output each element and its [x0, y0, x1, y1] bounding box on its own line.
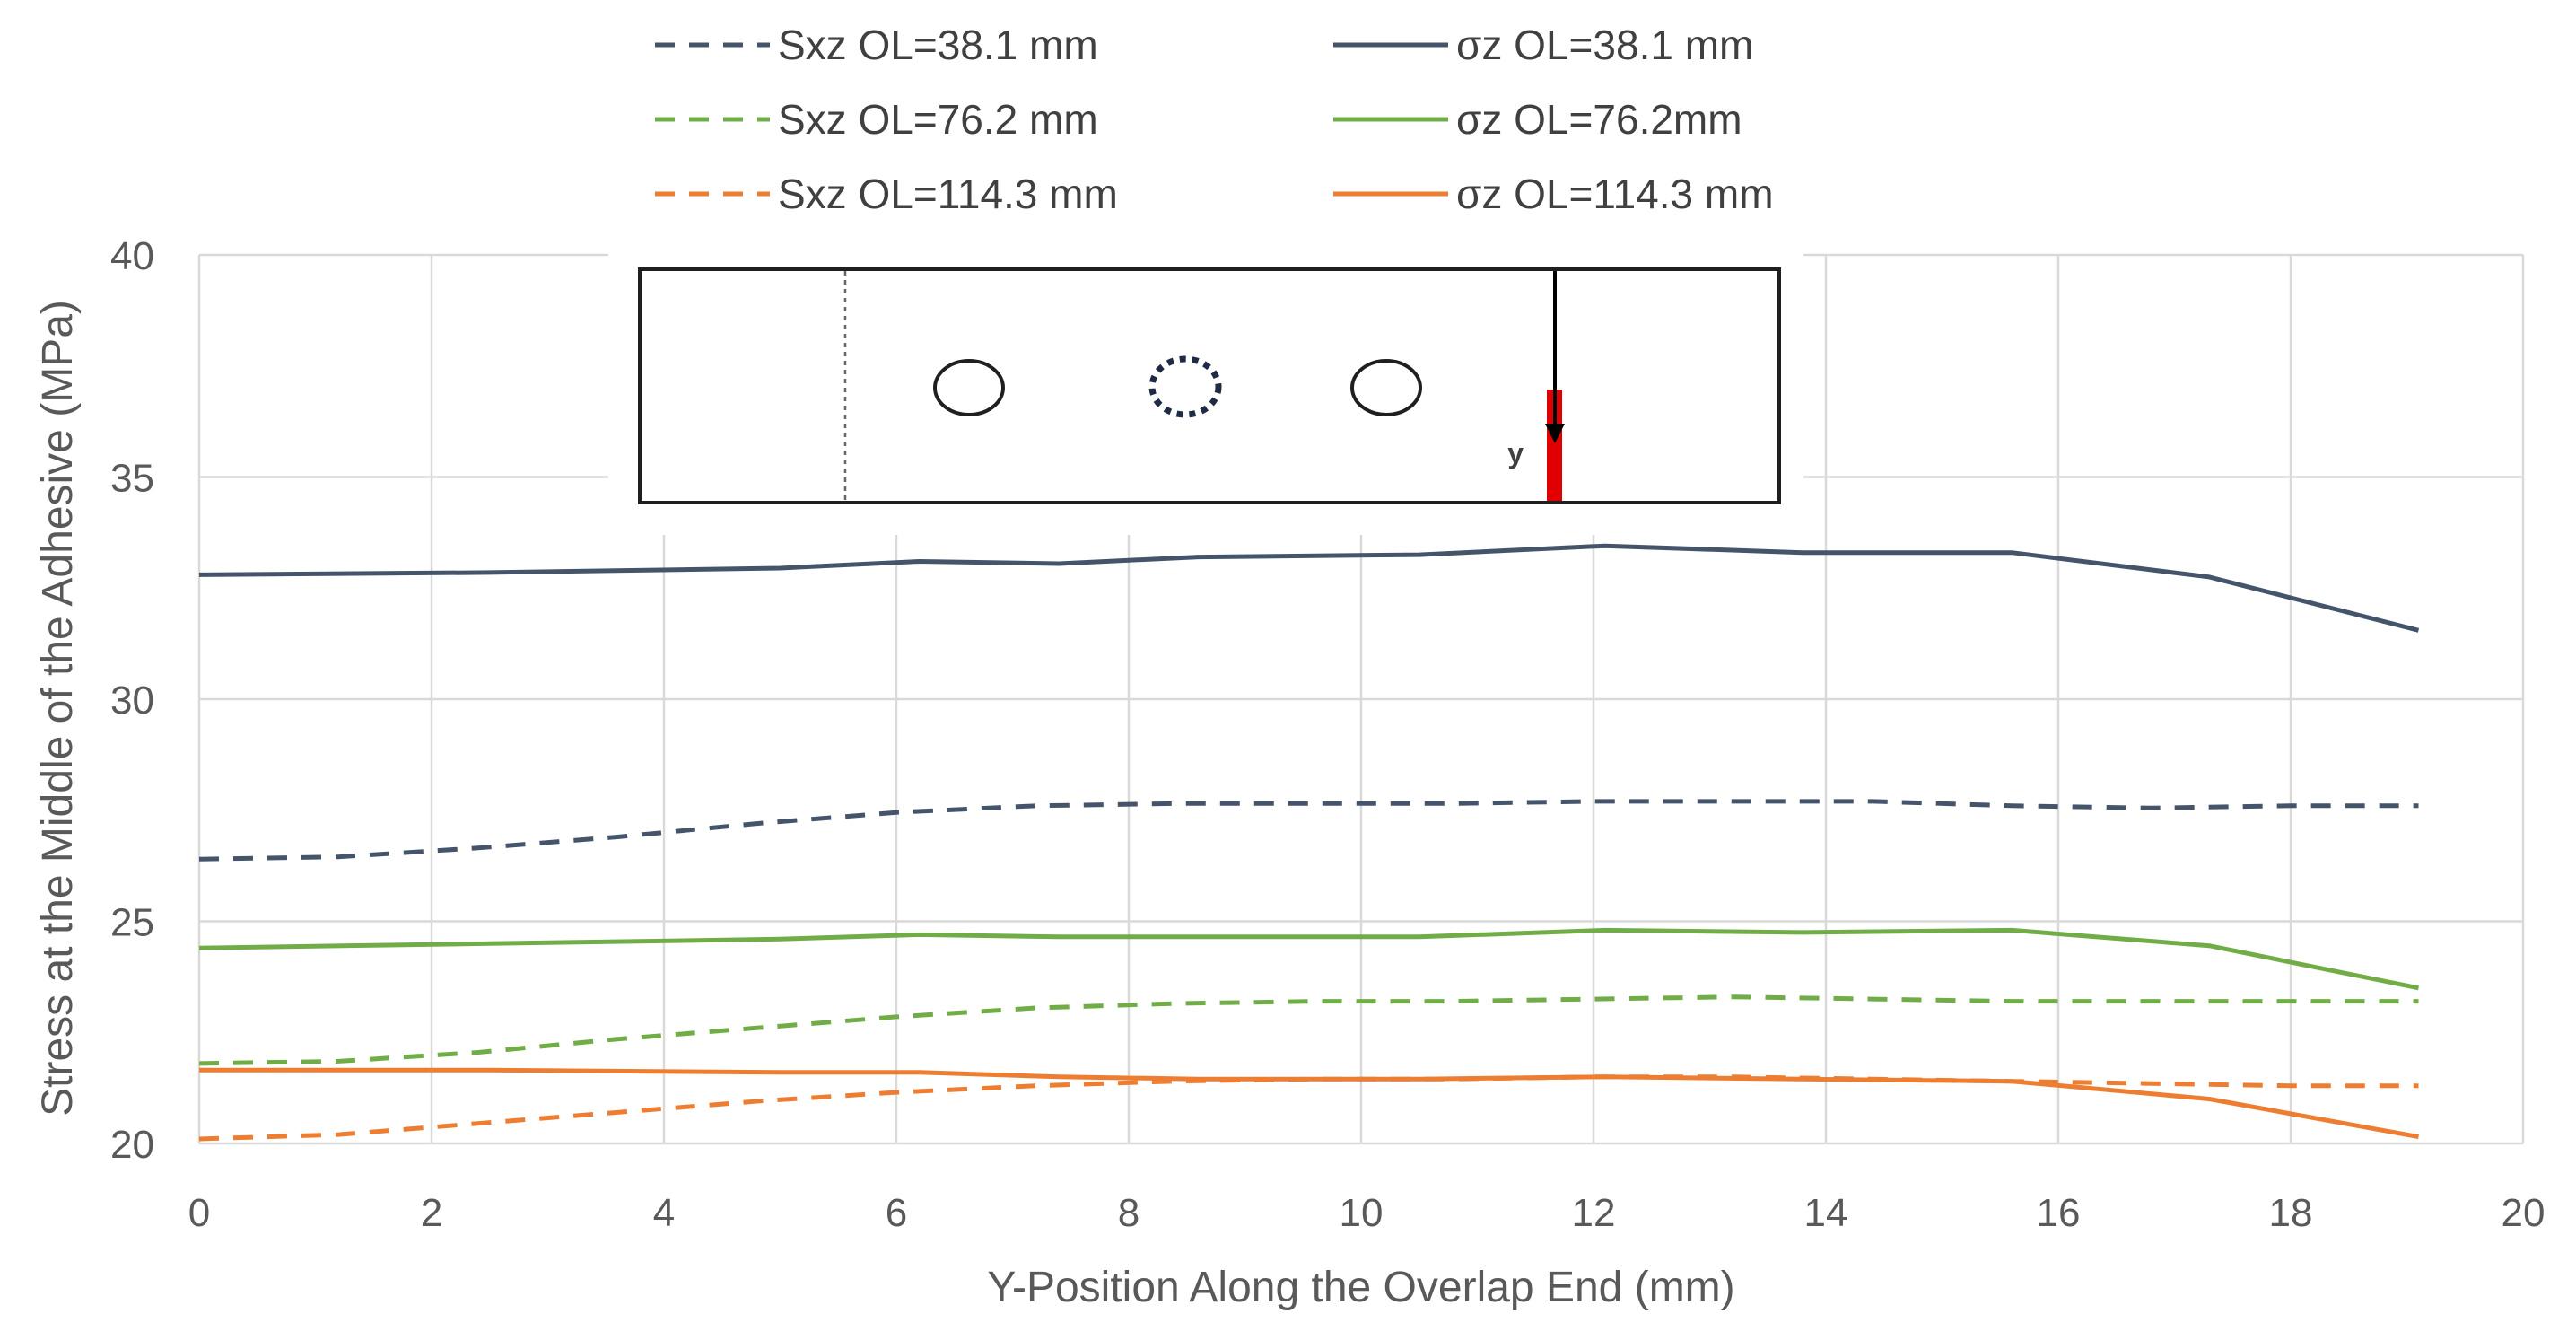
x-tick-label-0: 0: [188, 1191, 210, 1235]
x-tick-label-6: 12: [1572, 1191, 1616, 1235]
legend-label-4: Sxz OL=114.3 mm: [778, 171, 1118, 217]
tick-labels: 0 2 4 6 8 10 12 14 16 18 20 20 25 30 35 40: [110, 234, 2545, 1235]
inset-y-arrow-head: [1545, 424, 1565, 443]
inset-bolt-hole-right: [1350, 359, 1422, 416]
x-tick-label-3: 6: [886, 1191, 907, 1235]
x-tick-label-10: 20: [2502, 1191, 2545, 1235]
series-line-3: [198, 927, 2419, 991]
legend-label-5: σz OL=114.3 mm: [1456, 171, 1774, 217]
y-tick-label-0: 20: [110, 1123, 154, 1167]
y-tick-label-3: 35: [110, 457, 154, 501]
inset-joint-outline: [638, 267, 1781, 504]
x-tick-label-2: 4: [653, 1191, 675, 1235]
series-line-5: [199, 1067, 2419, 1140]
inset-y-axis-label: y: [1507, 437, 1524, 469]
legend-label-2: Sxz OL=76.2 mm: [778, 96, 1098, 143]
y-axis-title: Stress at the Middle of the Adhesive (MP…: [34, 300, 82, 1117]
x-tick-label-9: 18: [2269, 1191, 2313, 1235]
x-tick-label-5: 10: [1340, 1191, 1384, 1235]
series-line-1: [198, 543, 2420, 633]
series-line-2: [198, 994, 2419, 1066]
inset-diagram: y: [608, 253, 1803, 535]
y-tick-label-2: 30: [110, 679, 154, 723]
x-axis-title: Y-Position Along the Overlap End (mm): [987, 1264, 1734, 1311]
inset-background: [608, 253, 1803, 535]
x-tick-label-7: 14: [1804, 1191, 1848, 1235]
legend-label-0: Sxz OL=38.1 mm: [778, 22, 1098, 68]
legend: Sxz OL=38.1 mm σz OL=38.1 mm Sxz OL=76.2 m…: [655, 22, 1774, 217]
inset-bolt-hole-left: [933, 359, 1005, 416]
y-tick-label-4: 40: [110, 234, 154, 278]
legend-label-1: σz OL=38.1 mm: [1456, 22, 1753, 68]
series-line-0: [198, 799, 2419, 862]
x-tick-label-8: 16: [2037, 1191, 2081, 1235]
x-tick-label-4: 8: [1118, 1191, 1140, 1235]
legend-label-3: σz OL=76.2mm: [1456, 96, 1742, 143]
series-lines: [198, 543, 2420, 1142]
inset-red-path-marker: [1547, 390, 1562, 501]
x-tick-label-1: 2: [421, 1191, 442, 1235]
y-tick-label-1: 25: [110, 901, 154, 945]
inset-bolt-hole-center-dotted: [1148, 355, 1222, 418]
